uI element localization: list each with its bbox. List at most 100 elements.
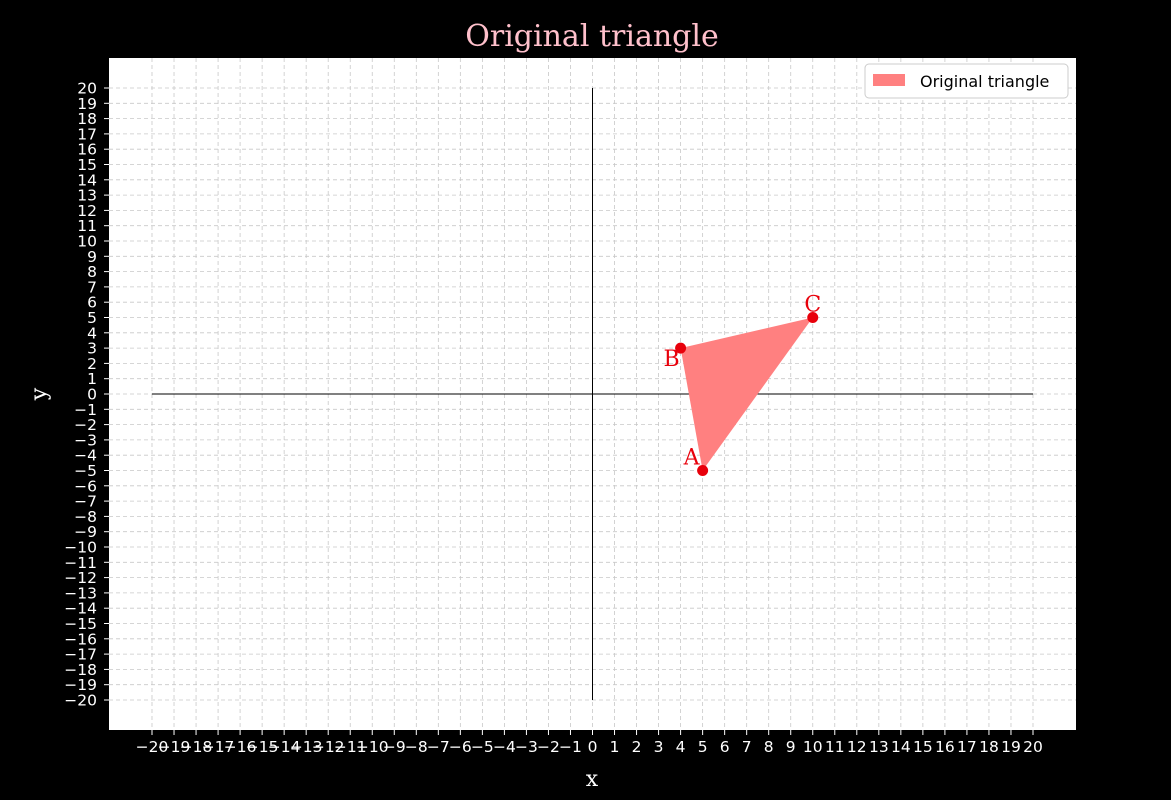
vertex-label-a: A bbox=[683, 446, 701, 471]
legend: Original triangle bbox=[864, 63, 1069, 99]
chart-title: Original triangle bbox=[465, 19, 718, 54]
x-tick-label: −11 bbox=[334, 738, 367, 756]
y-tick-label: −11 bbox=[64, 554, 97, 572]
x-tick-label: 12 bbox=[847, 738, 867, 756]
y-tick-label: −9 bbox=[74, 523, 97, 541]
y-tick-label: 10 bbox=[77, 233, 97, 251]
y-tick-label: 19 bbox=[77, 95, 97, 113]
y-tick-label: 8 bbox=[87, 263, 97, 281]
y-tick-label: −19 bbox=[64, 676, 97, 694]
vertex-point-b bbox=[675, 342, 687, 354]
y-axis-label: y bbox=[27, 387, 52, 401]
y-tick-label: 17 bbox=[77, 125, 97, 143]
y-tick-label: −1 bbox=[74, 401, 97, 419]
x-tick-label: −19 bbox=[158, 738, 191, 756]
legend-label: Original triangle bbox=[920, 72, 1049, 91]
y-tick-labels: −20−19−18−17−16−15−14−13−12−11−10−9−8−7−… bbox=[64, 80, 109, 710]
y-tick-label: 3 bbox=[87, 340, 97, 358]
x-tick-label: 4 bbox=[676, 738, 686, 756]
x-tick-label: 20 bbox=[1023, 738, 1043, 756]
y-tick-label: 6 bbox=[87, 294, 97, 312]
y-tick-label: 2 bbox=[87, 355, 97, 373]
x-tick-label: −7 bbox=[427, 738, 450, 756]
x-tick-label: −4 bbox=[493, 738, 516, 756]
x-tick-label: −18 bbox=[180, 738, 213, 756]
y-tick-label: 15 bbox=[77, 156, 97, 174]
x-tick-label: 1 bbox=[610, 738, 620, 756]
x-tick-label: −3 bbox=[515, 738, 538, 756]
x-tick-label: 15 bbox=[913, 738, 933, 756]
y-tick-label: −8 bbox=[74, 508, 97, 526]
y-tick-label: 16 bbox=[77, 141, 97, 159]
y-tick-label: 4 bbox=[87, 324, 97, 342]
y-tick-label: 12 bbox=[77, 202, 97, 220]
triangle-fill bbox=[680, 317, 813, 471]
x-tick-label: −9 bbox=[383, 738, 406, 756]
y-tick-label: −13 bbox=[64, 584, 97, 602]
x-tick-label: −13 bbox=[290, 738, 323, 756]
y-tick-label: −18 bbox=[64, 661, 97, 679]
x-tick-label: 17 bbox=[957, 738, 977, 756]
x-tick-label: 3 bbox=[654, 738, 664, 756]
x-tick-label: 5 bbox=[698, 738, 708, 756]
x-tick-label: 9 bbox=[786, 738, 796, 756]
y-tick-label: 18 bbox=[77, 110, 97, 128]
x-tick-label: 7 bbox=[742, 738, 752, 756]
y-tick-label: 13 bbox=[77, 187, 97, 205]
x-tick-label: −5 bbox=[471, 738, 494, 756]
zero-axes bbox=[152, 88, 1033, 700]
legend-frame bbox=[864, 63, 1069, 99]
y-tick-label: −5 bbox=[74, 462, 97, 480]
x-tick-label: −2 bbox=[537, 738, 560, 756]
x-tick-label: 14 bbox=[891, 738, 911, 756]
vertex-label-c: C bbox=[804, 293, 821, 318]
x-tick-label: 16 bbox=[935, 738, 955, 756]
x-tick-label: 13 bbox=[869, 738, 889, 756]
x-tick-label: −8 bbox=[405, 738, 428, 756]
vertex-label-b: B bbox=[664, 347, 680, 372]
x-tick-label: −14 bbox=[268, 738, 301, 756]
x-tick-label: −20 bbox=[136, 738, 169, 756]
x-tick-label: 18 bbox=[979, 738, 999, 756]
y-tick-label: 5 bbox=[87, 309, 97, 327]
y-tick-label: −17 bbox=[64, 646, 97, 664]
y-tick-label: −2 bbox=[74, 416, 97, 434]
y-tick-label: −3 bbox=[74, 431, 97, 449]
y-tick-label: 9 bbox=[87, 248, 97, 266]
y-tick-label: −7 bbox=[74, 493, 97, 511]
x-tick-label: −17 bbox=[202, 738, 235, 756]
y-tick-label: 0 bbox=[87, 386, 97, 404]
y-tick-label: −10 bbox=[64, 539, 97, 557]
x-tick-label: −15 bbox=[246, 738, 279, 756]
x-tick-label: 6 bbox=[720, 738, 730, 756]
x-tick-label: 10 bbox=[803, 738, 823, 756]
vertex-point-c bbox=[807, 312, 819, 323]
x-tick-label: −1 bbox=[559, 738, 582, 756]
x-tick-label: −6 bbox=[449, 738, 472, 756]
x-tick-label: 8 bbox=[764, 738, 774, 756]
x-tick-label: −16 bbox=[224, 738, 257, 756]
y-tick-label: 11 bbox=[77, 217, 97, 235]
y-tick-label: −16 bbox=[64, 630, 97, 648]
legend-swatch bbox=[873, 74, 905, 86]
y-tick-label: 7 bbox=[87, 278, 97, 296]
y-tick-label: 1 bbox=[87, 370, 97, 388]
vertex-point-a bbox=[697, 465, 709, 476]
y-tick-label: 20 bbox=[77, 80, 97, 98]
y-tick-label: −12 bbox=[64, 569, 97, 587]
x-tick-label: 2 bbox=[632, 738, 642, 756]
x-tick-label: 11 bbox=[825, 738, 845, 756]
x-tick-label: −12 bbox=[312, 738, 345, 756]
y-tick-label: −4 bbox=[74, 447, 97, 465]
series-group: A B C bbox=[664, 293, 821, 476]
y-tick-label: −6 bbox=[74, 477, 97, 495]
x-tick-label: −10 bbox=[356, 738, 389, 756]
y-tick-label: −15 bbox=[64, 615, 97, 633]
y-tick-label: 14 bbox=[77, 171, 97, 189]
x-axis-label: x bbox=[586, 767, 599, 792]
x-tick-label: 0 bbox=[588, 738, 598, 756]
y-tick-label: −14 bbox=[64, 600, 97, 618]
x-tick-labels: −20−19−18−17−16−15−14−13−12−11−10−9 −8 −7−… bbox=[136, 730, 1043, 756]
x-tick-label: 19 bbox=[1001, 738, 1021, 756]
